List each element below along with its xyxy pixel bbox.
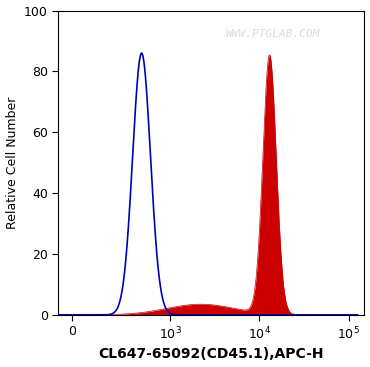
X-axis label: CL647-65092(CD45.1),APC-H: CL647-65092(CD45.1),APC-H [99,348,324,361]
Text: WWW.PTGLAB.COM: WWW.PTGLAB.COM [225,29,320,39]
Y-axis label: Relative Cell Number: Relative Cell Number [6,97,18,229]
